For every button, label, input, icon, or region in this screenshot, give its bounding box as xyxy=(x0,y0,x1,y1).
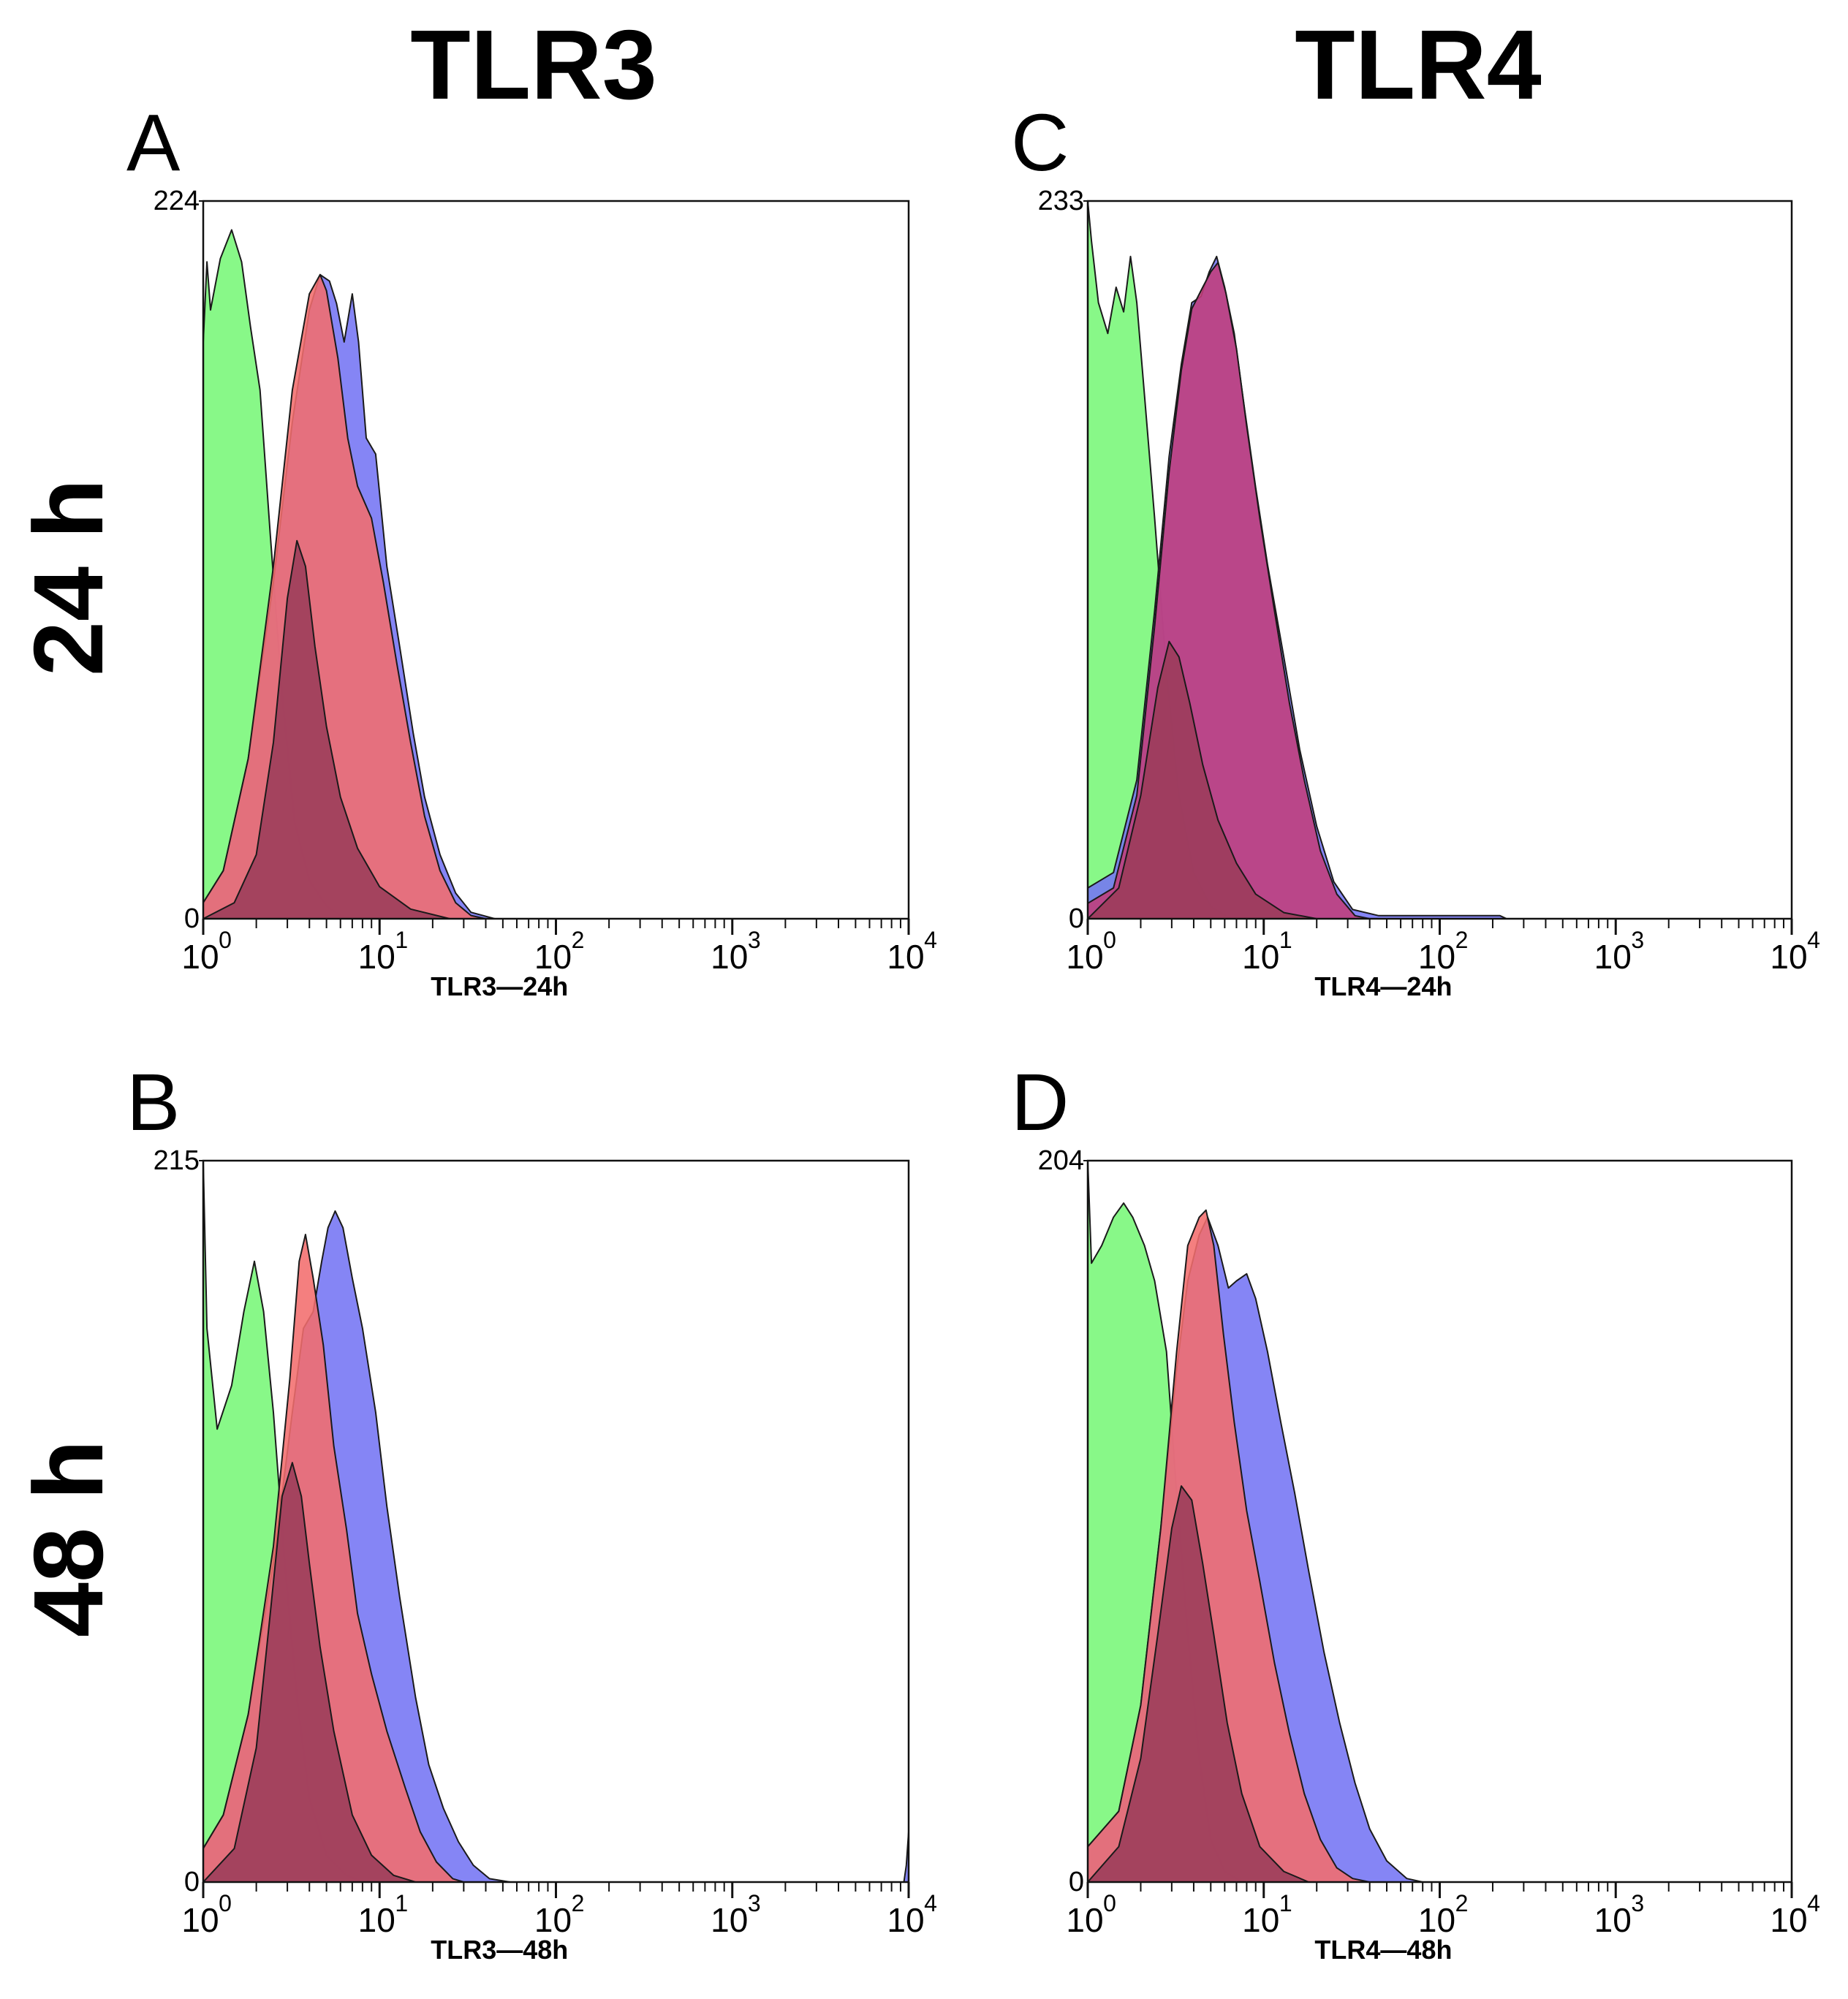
x-axis-label: TLR3—24h xyxy=(431,971,568,1001)
series-group xyxy=(203,229,496,919)
x-tick-exponent: 3 xyxy=(1631,927,1644,953)
x-tick-label: 10 xyxy=(1594,1901,1632,1939)
x-tick-label: 10 xyxy=(358,1901,395,1939)
x-tick-label: 10 xyxy=(358,938,395,976)
x-tick-exponent: 4 xyxy=(924,927,937,953)
x-tick-exponent: 3 xyxy=(748,1890,761,1916)
series-group xyxy=(1088,1161,1424,1882)
x-tick-label: 10 xyxy=(1594,938,1632,976)
series-group xyxy=(203,1161,909,1882)
column-title-tlr4: TLR4 xyxy=(1295,10,1542,120)
panel-letter: A xyxy=(126,98,181,188)
y-tick-max: 224 xyxy=(154,186,200,216)
y-tick-zero: 0 xyxy=(184,1867,200,1897)
x-tick-label: 10 xyxy=(534,938,572,976)
x-tick-label: 10 xyxy=(1066,938,1103,976)
x-tick-exponent: 4 xyxy=(1807,1890,1820,1916)
histogram-blue xyxy=(903,1831,909,1882)
column-title-tlr3: TLR3 xyxy=(410,10,657,120)
x-tick-label: 10 xyxy=(534,1901,572,1939)
x-tick-exponent: 2 xyxy=(572,927,585,953)
x-tick-exponent: 2 xyxy=(572,1890,585,1916)
histogram-maroon xyxy=(1088,1485,1310,1882)
x-tick-label: 10 xyxy=(887,1901,924,1939)
x-tick-label: 10 xyxy=(711,1901,748,1939)
panel-letter: B xyxy=(126,1058,180,1148)
x-tick-exponent: 4 xyxy=(924,1890,937,1916)
x-tick-exponent: 0 xyxy=(219,927,232,953)
x-tick-label: 10 xyxy=(1770,938,1807,976)
x-axis-label: TLR3—48h xyxy=(431,1935,568,1965)
y-tick-zero: 0 xyxy=(184,903,200,934)
panel-letter: D xyxy=(1011,1058,1069,1148)
y-tick-zero: 0 xyxy=(1069,903,1084,934)
x-tick-label: 10 xyxy=(1066,1901,1103,1939)
x-tick-exponent: 2 xyxy=(1455,927,1469,953)
row-title-24h: 24 h xyxy=(13,479,124,676)
x-tick-label: 10 xyxy=(1242,938,1279,976)
x-tick-exponent: 4 xyxy=(1807,927,1820,953)
x-tick-exponent: 1 xyxy=(395,927,408,953)
y-tick-max: 233 xyxy=(1038,186,1084,216)
x-tick-exponent: 3 xyxy=(1631,1890,1644,1916)
histogram-maroon xyxy=(1088,640,1318,919)
x-tick-exponent: 1 xyxy=(1279,927,1292,953)
x-axis-label: TLR4—24h xyxy=(1314,971,1452,1001)
y-tick-zero: 0 xyxy=(1069,1867,1084,1897)
x-tick-label: 10 xyxy=(1418,1901,1455,1939)
x-tick-exponent: 1 xyxy=(395,1890,408,1916)
x-tick-label: 10 xyxy=(181,1901,219,1939)
x-tick-exponent: 1 xyxy=(1279,1890,1292,1916)
x-tick-exponent: 0 xyxy=(1103,927,1116,953)
histogram-maroon xyxy=(203,539,451,919)
y-tick-max: 215 xyxy=(154,1145,200,1176)
panel-letter: C xyxy=(1011,98,1069,188)
x-axis-label: TLR4—48h xyxy=(1314,1935,1452,1965)
x-tick-label: 10 xyxy=(711,938,748,976)
x-tick-label: 10 xyxy=(181,938,219,976)
x-tick-label: 10 xyxy=(887,938,924,976)
histogram-maroon xyxy=(203,1462,417,1882)
x-tick-label: 10 xyxy=(1242,1901,1279,1939)
x-tick-exponent: 0 xyxy=(219,1890,232,1916)
y-tick-max: 204 xyxy=(1038,1145,1084,1176)
x-tick-exponent: 0 xyxy=(1103,1890,1116,1916)
x-tick-label: 10 xyxy=(1418,938,1455,976)
x-tick-exponent: 2 xyxy=(1455,1890,1469,1916)
x-tick-exponent: 3 xyxy=(748,927,761,953)
x-tick-label: 10 xyxy=(1770,1901,1807,1939)
series-group xyxy=(1088,201,1507,919)
row-title-48h: 48 h xyxy=(13,1440,124,1637)
